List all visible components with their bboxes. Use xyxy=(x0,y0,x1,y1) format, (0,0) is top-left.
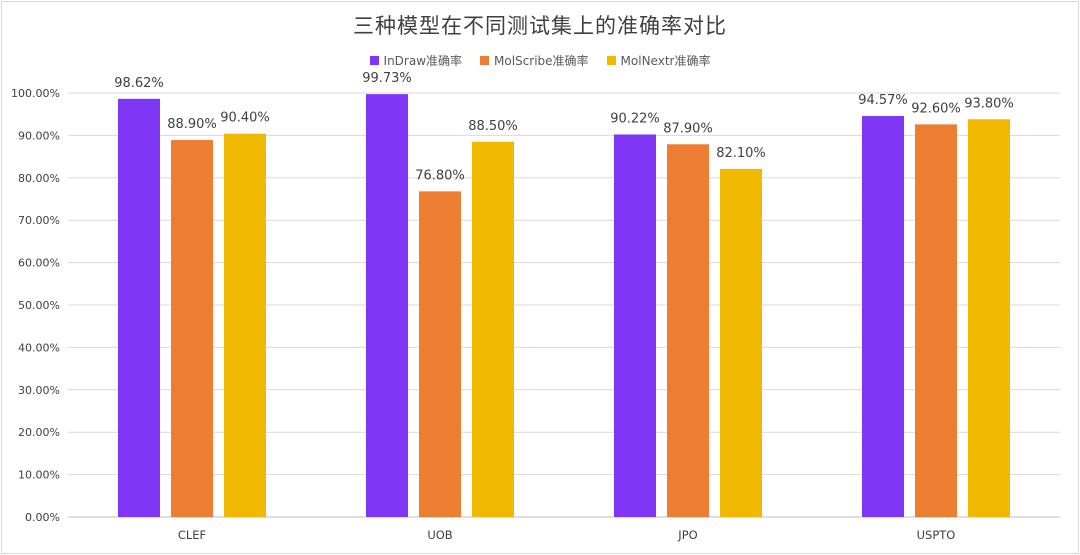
legend-label-indraw: InDraw准确率 xyxy=(383,54,463,68)
data-label: 88.90% xyxy=(167,117,217,132)
legend-label-molscribe: MolScribe准确率 xyxy=(494,54,589,68)
y-tick-label: 30.00% xyxy=(18,384,60,397)
bar xyxy=(224,133,266,518)
bar xyxy=(614,134,656,517)
bar xyxy=(667,144,709,517)
x-tick-label: JPO xyxy=(677,528,697,542)
data-label: 88.50% xyxy=(468,119,518,134)
data-label: 87.90% xyxy=(663,121,713,136)
legend-swatch-molnextr xyxy=(606,56,616,65)
y-tick-label: 0.00% xyxy=(25,511,60,524)
legend-item-molscribe: MolScribe准确率 xyxy=(480,52,589,69)
bar xyxy=(419,191,461,518)
data-label: 92.60% xyxy=(911,101,961,116)
y-tick-label: 60.00% xyxy=(18,257,60,270)
x-tick-label: USPTO xyxy=(917,528,956,542)
legend-item-indraw: InDraw准确率 xyxy=(369,52,463,69)
y-tick-label: 10.00% xyxy=(18,469,60,482)
legend-label-molnextr: MolNextr准确率 xyxy=(620,54,711,68)
y-tick-label: 20.00% xyxy=(18,426,60,439)
y-tick-label: 50.00% xyxy=(18,299,60,312)
y-tick-label: 80.00% xyxy=(18,172,60,185)
data-label: 90.22% xyxy=(610,111,660,126)
data-label: 99.73% xyxy=(362,71,412,86)
legend-item-molnextr: MolNextr准确率 xyxy=(606,52,711,69)
bar xyxy=(968,119,1010,518)
chart-title: 三种模型在不同测试集上的准确率对比 xyxy=(353,14,727,38)
y-tick-label: 90.00% xyxy=(18,129,60,142)
data-label: 76.80% xyxy=(415,168,465,183)
x-tick-label: CLEF xyxy=(178,528,206,542)
y-tick-label: 100.00% xyxy=(11,87,60,100)
y-tick-label: 70.00% xyxy=(18,214,60,227)
bar xyxy=(720,168,762,517)
bar xyxy=(472,141,514,517)
data-label: 93.80% xyxy=(964,96,1014,111)
bar xyxy=(366,94,408,517)
data-label: 98.62% xyxy=(114,76,164,91)
legend-swatch-indraw xyxy=(369,56,379,65)
bar xyxy=(862,116,904,518)
bar xyxy=(915,124,957,517)
x-tick-label: UOB xyxy=(427,528,452,542)
bar xyxy=(171,140,213,517)
data-label: 82.10% xyxy=(716,146,766,161)
legend: InDraw准确率 MolScribe准确率 MolNextr准确率 xyxy=(0,52,1080,69)
bar xyxy=(118,98,160,517)
data-label: 94.57% xyxy=(858,93,908,108)
legend-swatch-molscribe xyxy=(480,56,490,65)
y-tick-label: 40.00% xyxy=(18,341,60,354)
data-label: 90.40% xyxy=(220,111,270,126)
